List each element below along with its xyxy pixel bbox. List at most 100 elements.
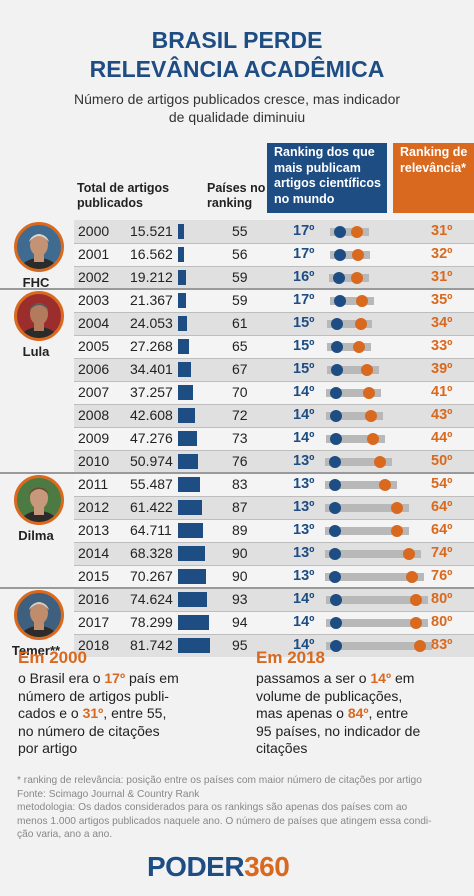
pub-rank-dot: [330, 410, 343, 422]
relevance-rank-dot: [366, 433, 379, 445]
highlight-2018-l3-pre: mas apenas o: [256, 705, 348, 721]
table-row: 2015 70.267 90 13º 76º: [74, 565, 474, 588]
articles-cell: 27.268: [130, 338, 173, 354]
table-row: 2007 37.257 70 14º 41º: [74, 381, 474, 404]
highlight-2000-l2: número de artigos publi-: [18, 687, 169, 704]
relevance-rank-dot: [405, 571, 418, 583]
table-row: 2011 55.487 83 13º 54º: [74, 473, 474, 496]
highlight-2000-l1-pre: o Brasil era o: [18, 670, 105, 686]
highlight-2018-l5: citações: [256, 740, 308, 756]
articles-cell: 50.974: [130, 453, 173, 469]
rank-range-bar: [327, 343, 372, 351]
row-divider: [74, 496, 474, 497]
relevance-rank-label: 74º: [431, 545, 453, 561]
year-cell: 2009: [78, 430, 110, 446]
articles-cell: 81.742: [130, 637, 173, 653]
articles-bar: [178, 500, 203, 515]
highlight-2018-heading: Em 2018: [256, 648, 325, 668]
articles-bar: [178, 408, 195, 423]
pub-rank-dot: [330, 433, 343, 445]
articles-bar: [178, 546, 205, 561]
articles-bar: [178, 454, 198, 469]
footnotes: * ranking de relevância: posição entre o…: [17, 774, 467, 842]
highlight-2018-l2: volume de publicações,: [256, 687, 403, 704]
highlight-2000-text: o Brasil era o 17º país em número de art…: [18, 670, 179, 758]
footnote-methodology-3: ção varia, ano a ano.: [17, 829, 113, 840]
pub-rank-dot: [330, 594, 343, 606]
pub-rank-label: 13º: [293, 545, 315, 561]
year-cell: 2002: [78, 269, 110, 285]
articles-cell: 78.299: [130, 614, 173, 630]
president-name: Temer**: [11, 643, 61, 658]
articles-cell: 64.711: [130, 522, 172, 538]
table-row: 2014 68.328 90 13º 74º: [74, 542, 474, 565]
relevance-rank-dot: [353, 341, 366, 353]
articles-bar: [178, 569, 206, 584]
highlight-2018-l1-pre: passamos a ser o: [256, 670, 371, 686]
header-ranking-relevance: Ranking de relevância*: [393, 143, 474, 213]
row-divider: [74, 565, 474, 566]
year-cell: 2003: [78, 292, 110, 308]
countries-cell: 67: [232, 361, 248, 377]
header-ranking-pub-line-3: artigos científicos: [274, 176, 381, 190]
president-name: FHC: [22, 275, 50, 290]
header-ranking-rel-line-1: Ranking de: [400, 145, 468, 159]
header-countries: Países no ranking: [207, 181, 265, 211]
relevance-rank-dot: [414, 640, 426, 652]
highlight-2000-l5: por artigo: [18, 740, 78, 756]
table-row: 2018 81.742 95 14º 83º: [74, 634, 474, 657]
pub-rank-label: 17º: [293, 223, 315, 239]
highlight-2018-text: passamos a ser o 14º em volume de public…: [256, 670, 420, 758]
pub-rank-label: 16º: [293, 269, 315, 285]
header-countries-line-2: ranking: [207, 196, 253, 210]
row-divider: [74, 634, 474, 635]
pub-rank-dot: [329, 502, 341, 514]
table-row: 2012 61.422 87 13º 64º: [74, 496, 474, 519]
rank-range-bar: [329, 251, 371, 259]
articles-bar: [178, 477, 200, 492]
relevance-rank-dot: [354, 318, 367, 330]
footnote-relevance: * ranking de relevância: posição entre o…: [17, 775, 422, 786]
year-cell: 2018: [78, 637, 110, 653]
countries-cell: 55: [232, 223, 248, 239]
relevance-rank-label: 35º: [431, 292, 453, 308]
relevance-rank-dot: [373, 456, 386, 468]
year-cell: 2013: [78, 522, 110, 538]
articles-bar: [178, 270, 186, 285]
year-cell: 2006: [78, 361, 110, 377]
table-row: 2001 16.562 56 17º 32º: [74, 243, 474, 266]
countries-cell: 72: [232, 407, 248, 423]
rank-range-bar: [329, 297, 374, 305]
rank-range-bar: [325, 527, 409, 535]
pub-rank-dot: [330, 640, 343, 652]
row-divider: [74, 243, 474, 244]
title-line-2: RELEVÂNCIA ACADÊMICA: [89, 56, 385, 82]
brand-logo: PODER360: [147, 851, 290, 883]
relevance-rank-label: 31º: [431, 269, 453, 285]
rank-range-bar: [325, 481, 397, 489]
header-ranking-pub-line-1: Ranking dos que: [274, 145, 375, 159]
articles-cell: 15.521: [130, 223, 173, 239]
president-portrait-icon: [14, 222, 64, 272]
articles-bar: [178, 362, 192, 377]
year-cell: 2014: [78, 545, 110, 561]
rank-range-bar: [325, 573, 424, 581]
footnote-source: Fonte: Scimago Journal & Country Rank: [17, 788, 200, 800]
highlight-2018-heading-pre: Em: [256, 648, 288, 667]
countries-cell: 73: [232, 430, 248, 446]
articles-bar: [178, 293, 187, 308]
relevance-rank-dot: [390, 525, 403, 537]
pub-rank-dot: [331, 341, 344, 353]
table-row: 2008 42.608 72 14º 43º: [74, 404, 474, 427]
articles-cell: 74.624: [130, 591, 173, 607]
highlight-2000-l4: no número de citações: [18, 722, 160, 739]
pub-rank-dot: [331, 364, 344, 376]
relevance-rank-label: 44º: [431, 430, 453, 446]
articles-bar: [178, 615, 209, 630]
rank-range-bar: [325, 504, 409, 512]
pub-rank-label: 14º: [293, 614, 315, 630]
relevance-rank-label: 39º: [431, 361, 453, 377]
relevance-rank-label: 32º: [431, 246, 453, 262]
rank-range-bar: [326, 435, 385, 443]
row-divider: [74, 450, 474, 451]
